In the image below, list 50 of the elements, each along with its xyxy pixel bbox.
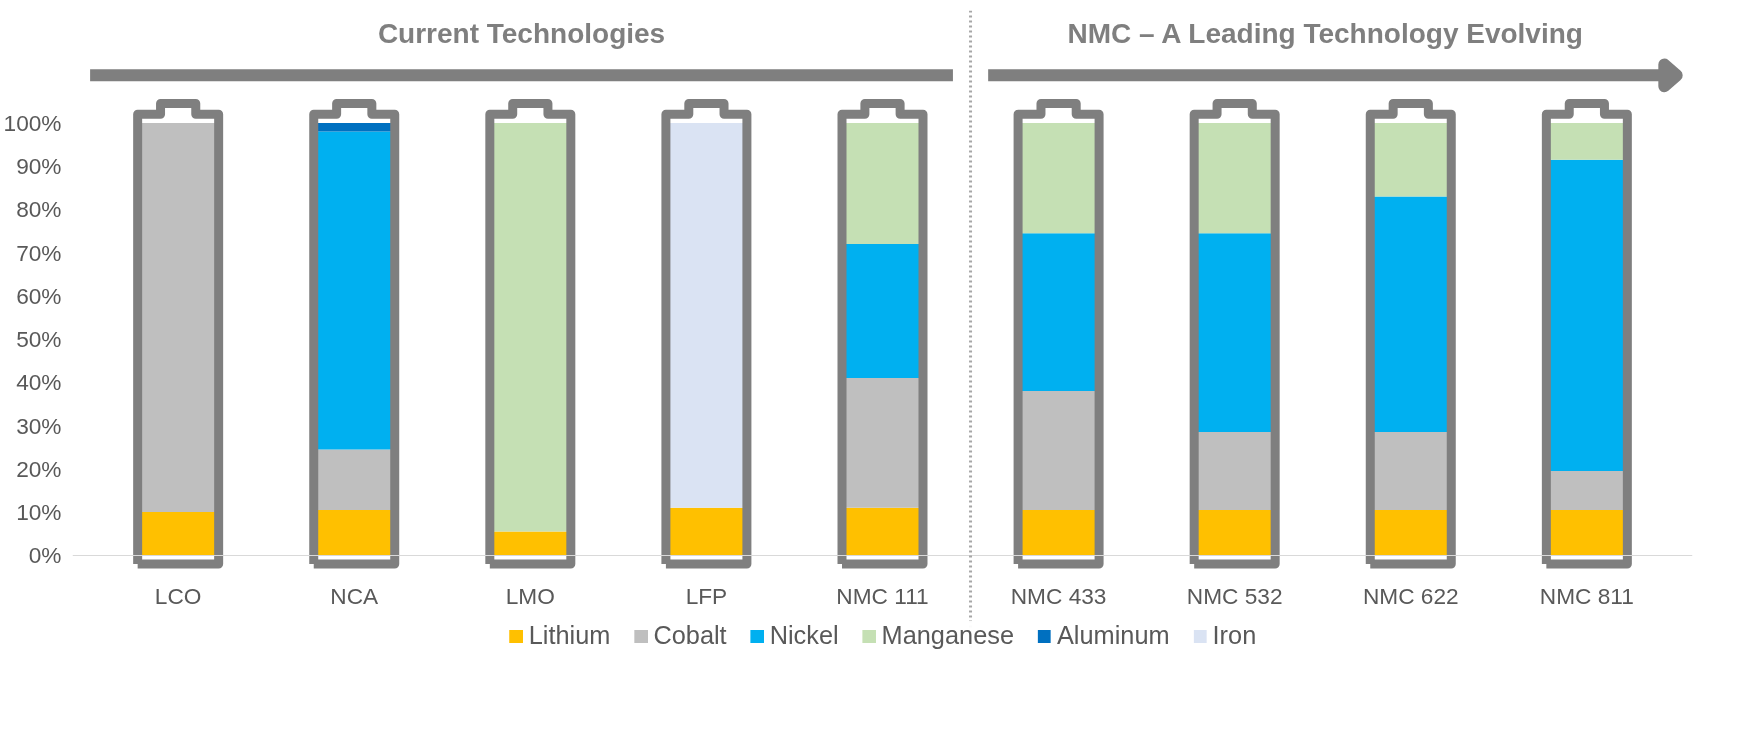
x-tick-label: NMC 433 [1010,583,1107,610]
x-tick-label: NCA [330,583,380,610]
bar [1021,122,1096,234]
x-tick-label: LFP [685,583,728,610]
x-tick-label: NMC 532 [1186,583,1283,610]
y-tick-label: 100% [3,109,62,136]
y-tick-label: 90% [16,153,62,180]
bar [141,512,216,556]
y-tick-label: 60% [16,282,62,309]
y-tick-label: 40% [16,369,62,396]
legend-label: Manganese [881,621,1014,650]
bar [1021,391,1096,510]
text: Current Technologies [377,18,666,50]
y-tick-label: 50% [16,326,62,353]
text: NMC – A Leading Technology Evolving [1067,18,1583,50]
bar [1373,509,1448,556]
bar [1373,122,1448,197]
bar [1549,122,1624,160]
bar [1197,432,1272,510]
bar [845,507,920,556]
bar [493,531,568,556]
y-tick-label: 30% [16,412,62,439]
x-tick-label: LMO [505,583,555,610]
x-tick-label: NMC 111 [836,583,929,610]
bar [1197,509,1272,556]
legend-label: Aluminum [1056,621,1170,650]
bar [845,122,920,245]
legend-label: Cobalt [653,621,727,650]
bar [669,507,744,556]
bar [845,378,920,508]
bar [317,449,392,510]
bar [1021,509,1096,556]
legend-label: Lithium [528,621,611,650]
y-tick-label: 70% [16,239,62,266]
bar [1373,432,1448,510]
y-tick-label: 20% [16,455,62,482]
bar [1549,471,1624,510]
bar [845,244,920,379]
bar [1197,122,1272,234]
x-tick-label: NMC 811 [1539,583,1634,610]
legend-label: Iron [1212,621,1257,650]
bar [317,509,392,556]
x-tick-label: NMC 622 [1362,583,1459,610]
bar [1549,509,1624,556]
bar [317,122,392,132]
y-tick-label: 0% [28,542,62,569]
y-tick-label: 10% [16,499,62,526]
y-tick-label: 80% [16,196,62,223]
x-tick-label: LCO [154,583,202,610]
legend-label: Nickel [769,621,839,650]
